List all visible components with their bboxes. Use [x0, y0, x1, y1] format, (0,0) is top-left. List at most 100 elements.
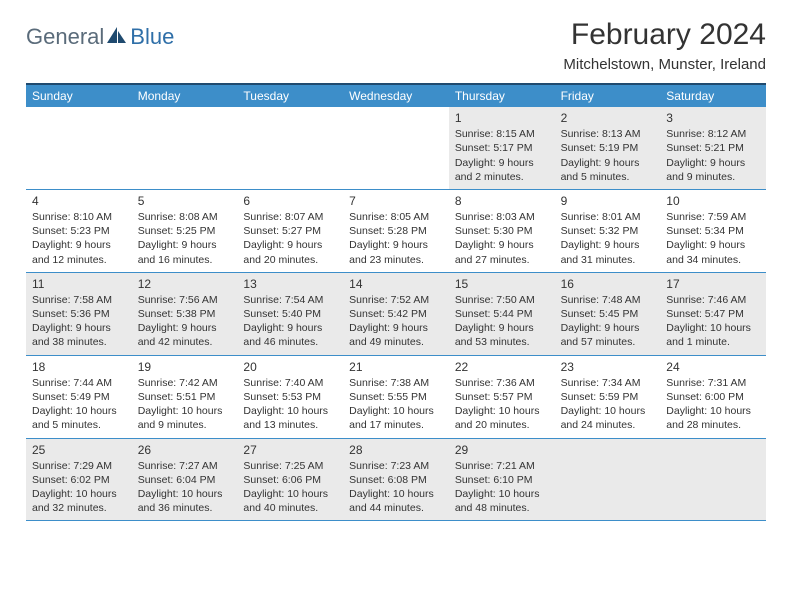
day-cell	[555, 439, 661, 521]
day-info: Sunrise: 7:52 AM Sunset: 5:42 PM Dayligh…	[349, 293, 443, 350]
day-number: 2	[561, 110, 655, 126]
day-info: Sunrise: 8:07 AM Sunset: 5:27 PM Dayligh…	[243, 210, 337, 267]
day-headers-row: SundayMondayTuesdayWednesdayThursdayFrid…	[26, 85, 766, 107]
day-info: Sunrise: 7:40 AM Sunset: 5:53 PM Dayligh…	[243, 376, 337, 433]
day-number: 9	[561, 193, 655, 209]
day-cell: 22Sunrise: 7:36 AM Sunset: 5:57 PM Dayli…	[449, 356, 555, 438]
day-cell	[237, 107, 343, 189]
day-cell: 3Sunrise: 8:12 AM Sunset: 5:21 PM Daylig…	[660, 107, 766, 189]
day-cell: 4Sunrise: 8:10 AM Sunset: 5:23 PM Daylig…	[26, 190, 132, 272]
day-cell: 18Sunrise: 7:44 AM Sunset: 5:49 PM Dayli…	[26, 356, 132, 438]
day-cell: 7Sunrise: 8:05 AM Sunset: 5:28 PM Daylig…	[343, 190, 449, 272]
day-cell: 14Sunrise: 7:52 AM Sunset: 5:42 PM Dayli…	[343, 273, 449, 355]
weeks-container: 1Sunrise: 8:15 AM Sunset: 5:17 PM Daylig…	[26, 107, 766, 521]
day-cell: 25Sunrise: 7:29 AM Sunset: 6:02 PM Dayli…	[26, 439, 132, 521]
day-number: 3	[666, 110, 760, 126]
day-cell: 19Sunrise: 7:42 AM Sunset: 5:51 PM Dayli…	[132, 356, 238, 438]
day-info: Sunrise: 7:50 AM Sunset: 5:44 PM Dayligh…	[455, 293, 549, 350]
day-cell: 5Sunrise: 8:08 AM Sunset: 5:25 PM Daylig…	[132, 190, 238, 272]
day-header: Saturday	[660, 85, 766, 107]
day-number: 13	[243, 276, 337, 292]
day-info: Sunrise: 7:27 AM Sunset: 6:04 PM Dayligh…	[138, 459, 232, 516]
day-info: Sunrise: 8:05 AM Sunset: 5:28 PM Dayligh…	[349, 210, 443, 267]
week-row: 18Sunrise: 7:44 AM Sunset: 5:49 PM Dayli…	[26, 356, 766, 439]
day-cell: 6Sunrise: 8:07 AM Sunset: 5:27 PM Daylig…	[237, 190, 343, 272]
page-header: General Blue February 2024 Mitchelstown,…	[26, 18, 766, 73]
day-cell: 20Sunrise: 7:40 AM Sunset: 5:53 PM Dayli…	[237, 356, 343, 438]
logo: General Blue	[26, 18, 174, 50]
day-info: Sunrise: 8:10 AM Sunset: 5:23 PM Dayligh…	[32, 210, 126, 267]
day-cell: 28Sunrise: 7:23 AM Sunset: 6:08 PM Dayli…	[343, 439, 449, 521]
day-cell: 11Sunrise: 7:58 AM Sunset: 5:36 PM Dayli…	[26, 273, 132, 355]
day-cell	[343, 107, 449, 189]
day-info: Sunrise: 7:46 AM Sunset: 5:47 PM Dayligh…	[666, 293, 760, 350]
day-info: Sunrise: 8:03 AM Sunset: 5:30 PM Dayligh…	[455, 210, 549, 267]
day-number: 26	[138, 442, 232, 458]
day-number: 5	[138, 193, 232, 209]
day-info: Sunrise: 7:44 AM Sunset: 5:49 PM Dayligh…	[32, 376, 126, 433]
day-number: 17	[666, 276, 760, 292]
day-info: Sunrise: 8:13 AM Sunset: 5:19 PM Dayligh…	[561, 127, 655, 184]
week-row: 4Sunrise: 8:10 AM Sunset: 5:23 PM Daylig…	[26, 190, 766, 273]
day-cell: 26Sunrise: 7:27 AM Sunset: 6:04 PM Dayli…	[132, 439, 238, 521]
day-number: 15	[455, 276, 549, 292]
day-number: 8	[455, 193, 549, 209]
week-row: 25Sunrise: 7:29 AM Sunset: 6:02 PM Dayli…	[26, 439, 766, 522]
day-info: Sunrise: 7:36 AM Sunset: 5:57 PM Dayligh…	[455, 376, 549, 433]
day-cell	[132, 107, 238, 189]
logo-text-general: General	[26, 24, 104, 50]
day-cell: 9Sunrise: 8:01 AM Sunset: 5:32 PM Daylig…	[555, 190, 661, 272]
day-info: Sunrise: 8:15 AM Sunset: 5:17 PM Dayligh…	[455, 127, 549, 184]
day-number: 29	[455, 442, 549, 458]
logo-text-blue: Blue	[130, 24, 174, 50]
day-number: 22	[455, 359, 549, 375]
day-info: Sunrise: 7:25 AM Sunset: 6:06 PM Dayligh…	[243, 459, 337, 516]
week-row: 11Sunrise: 7:58 AM Sunset: 5:36 PM Dayli…	[26, 273, 766, 356]
day-number: 16	[561, 276, 655, 292]
day-cell: 15Sunrise: 7:50 AM Sunset: 5:44 PM Dayli…	[449, 273, 555, 355]
day-cell: 12Sunrise: 7:56 AM Sunset: 5:38 PM Dayli…	[132, 273, 238, 355]
day-header: Thursday	[449, 85, 555, 107]
day-cell	[26, 107, 132, 189]
day-number: 1	[455, 110, 549, 126]
day-number: 7	[349, 193, 443, 209]
day-info: Sunrise: 7:48 AM Sunset: 5:45 PM Dayligh…	[561, 293, 655, 350]
month-title: February 2024	[563, 18, 766, 52]
day-cell: 21Sunrise: 7:38 AM Sunset: 5:55 PM Dayli…	[343, 356, 449, 438]
day-info: Sunrise: 7:54 AM Sunset: 5:40 PM Dayligh…	[243, 293, 337, 350]
day-info: Sunrise: 7:58 AM Sunset: 5:36 PM Dayligh…	[32, 293, 126, 350]
day-header: Monday	[132, 85, 238, 107]
day-info: Sunrise: 8:12 AM Sunset: 5:21 PM Dayligh…	[666, 127, 760, 184]
day-number: 4	[32, 193, 126, 209]
day-header: Tuesday	[237, 85, 343, 107]
day-header: Sunday	[26, 85, 132, 107]
day-info: Sunrise: 7:56 AM Sunset: 5:38 PM Dayligh…	[138, 293, 232, 350]
day-info: Sunrise: 7:23 AM Sunset: 6:08 PM Dayligh…	[349, 459, 443, 516]
day-cell: 13Sunrise: 7:54 AM Sunset: 5:40 PM Dayli…	[237, 273, 343, 355]
day-info: Sunrise: 7:34 AM Sunset: 5:59 PM Dayligh…	[561, 376, 655, 433]
day-number: 23	[561, 359, 655, 375]
day-number: 12	[138, 276, 232, 292]
day-header: Wednesday	[343, 85, 449, 107]
day-header: Friday	[555, 85, 661, 107]
day-info: Sunrise: 7:29 AM Sunset: 6:02 PM Dayligh…	[32, 459, 126, 516]
day-number: 18	[32, 359, 126, 375]
day-info: Sunrise: 7:59 AM Sunset: 5:34 PM Dayligh…	[666, 210, 760, 267]
day-number: 10	[666, 193, 760, 209]
day-info: Sunrise: 7:38 AM Sunset: 5:55 PM Dayligh…	[349, 376, 443, 433]
day-number: 20	[243, 359, 337, 375]
day-info: Sunrise: 7:31 AM Sunset: 6:00 PM Dayligh…	[666, 376, 760, 433]
day-cell: 24Sunrise: 7:31 AM Sunset: 6:00 PM Dayli…	[660, 356, 766, 438]
day-number: 21	[349, 359, 443, 375]
day-number: 6	[243, 193, 337, 209]
day-cell: 8Sunrise: 8:03 AM Sunset: 5:30 PM Daylig…	[449, 190, 555, 272]
week-row: 1Sunrise: 8:15 AM Sunset: 5:17 PM Daylig…	[26, 107, 766, 190]
day-number: 27	[243, 442, 337, 458]
day-cell: 17Sunrise: 7:46 AM Sunset: 5:47 PM Dayli…	[660, 273, 766, 355]
logo-sail-icon	[106, 25, 128, 50]
day-info: Sunrise: 8:08 AM Sunset: 5:25 PM Dayligh…	[138, 210, 232, 267]
day-cell: 23Sunrise: 7:34 AM Sunset: 5:59 PM Dayli…	[555, 356, 661, 438]
day-cell: 2Sunrise: 8:13 AM Sunset: 5:19 PM Daylig…	[555, 107, 661, 189]
day-number: 11	[32, 276, 126, 292]
day-cell: 27Sunrise: 7:25 AM Sunset: 6:06 PM Dayli…	[237, 439, 343, 521]
